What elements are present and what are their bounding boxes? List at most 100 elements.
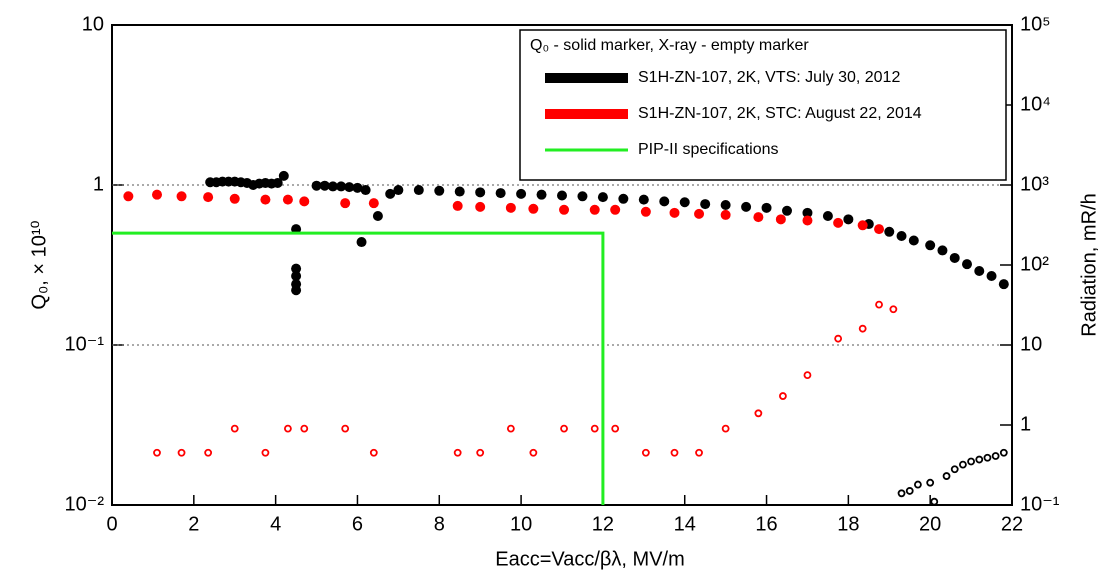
q0-point — [559, 204, 570, 215]
q0-point — [761, 202, 772, 213]
radiation-point — [991, 452, 1000, 460]
radiation-point — [834, 334, 843, 343]
q0-point — [640, 206, 651, 217]
q0-point — [694, 208, 705, 219]
radiation-point — [590, 424, 599, 433]
q0-point — [352, 182, 363, 193]
q0-point — [272, 177, 283, 188]
legend-label: PIP-II specifications — [638, 141, 779, 158]
radiation-point — [560, 424, 568, 433]
q0-point — [974, 266, 985, 277]
radiation-point — [476, 448, 485, 457]
x-tick-label: 20 — [919, 513, 941, 535]
q0-point — [669, 207, 680, 218]
spec-line — [112, 231, 605, 505]
radiation-point — [453, 448, 462, 457]
y2-tick-label: 10⁻¹ — [1020, 493, 1060, 515]
q0-point — [659, 196, 670, 207]
radiation-point — [983, 453, 992, 462]
q0-point — [434, 185, 445, 196]
radiation-point — [914, 480, 922, 489]
radiation-point — [999, 448, 1008, 457]
q0-point — [843, 214, 854, 225]
q0-point — [176, 191, 187, 202]
radiation-point — [529, 448, 538, 457]
x-tick-label: 18 — [837, 513, 859, 535]
radiation-point — [261, 448, 270, 457]
q0-point — [413, 185, 424, 196]
y-tick-label: 10⁻¹ — [65, 333, 105, 355]
x-tick-label: 10 — [510, 513, 532, 535]
radiation-point — [942, 472, 951, 480]
legend-box — [519, 29, 1007, 181]
q0-point — [452, 200, 463, 211]
x-tick-label: 0 — [106, 513, 117, 535]
y2-tick-label: 1 — [1020, 413, 1031, 435]
q0-point — [299, 196, 310, 207]
q0-point — [327, 181, 338, 192]
q0-point — [282, 194, 293, 205]
q0-point — [557, 190, 567, 201]
y-axis-label: Q₀, × 10¹⁰ — [28, 220, 50, 309]
q0-point — [874, 224, 885, 235]
q0-point — [949, 252, 960, 263]
q0-point — [638, 194, 649, 205]
q0-point — [925, 240, 936, 251]
q0-point — [986, 270, 997, 281]
q0-point — [260, 194, 271, 205]
y2-tick-label: 10³ — [1020, 173, 1049, 195]
q0-point — [475, 187, 486, 198]
y-tick-label: 10 — [82, 13, 104, 35]
q0-point — [340, 198, 351, 209]
x-tick-label: 22 — [1001, 513, 1023, 535]
radiation-point — [284, 424, 292, 433]
x-axis-label: Eacc=Vacc/βλ, MV/m — [495, 548, 685, 570]
q0-point — [822, 211, 833, 222]
radiation-point — [930, 497, 939, 506]
q0-point — [618, 193, 629, 204]
q0-point — [393, 185, 404, 196]
q0-point — [368, 198, 379, 209]
q0-point — [679, 197, 690, 208]
q0-point — [385, 188, 396, 199]
radiation-point — [230, 424, 239, 433]
q0-point — [528, 203, 539, 214]
q0-point — [454, 186, 465, 197]
q0-point — [152, 189, 162, 200]
radiation-point — [858, 324, 867, 333]
radiation-point — [803, 371, 812, 380]
x-tick-label: 4 — [270, 513, 281, 535]
q0-point — [802, 215, 813, 226]
radiation-point — [670, 448, 679, 457]
q0-point — [577, 191, 588, 202]
radiation-point — [611, 424, 620, 433]
q0-point — [229, 193, 240, 204]
x-tick-label: 14 — [674, 513, 696, 535]
radiation-point — [905, 487, 914, 495]
x-tick-label: 2 — [188, 513, 199, 535]
q0-point — [344, 182, 355, 193]
q0-point — [741, 201, 752, 212]
radiation-point — [897, 489, 906, 498]
q0-point — [203, 192, 214, 203]
q0-point — [896, 231, 907, 242]
q0-point — [311, 180, 322, 191]
q0-point — [782, 205, 792, 216]
q0-point — [372, 211, 383, 222]
radiation-point — [926, 478, 935, 487]
radiation-point — [754, 409, 763, 418]
y-tick-label: 1 — [93, 173, 104, 195]
q0-point — [291, 263, 302, 274]
q0-point — [278, 170, 289, 181]
q0-point — [475, 201, 486, 212]
q0-point — [495, 188, 506, 199]
q0-point — [597, 192, 608, 203]
legend-label: S1H-ZN-107, 2K, STC: August 22, 2014 — [638, 105, 922, 122]
y2-tick-label: 10⁵ — [1020, 13, 1051, 35]
q0-point — [962, 259, 972, 270]
q0-point — [536, 189, 547, 200]
q0-point — [884, 226, 895, 237]
y-tick-label: 10⁻² — [65, 493, 105, 515]
q0-point — [937, 245, 948, 256]
